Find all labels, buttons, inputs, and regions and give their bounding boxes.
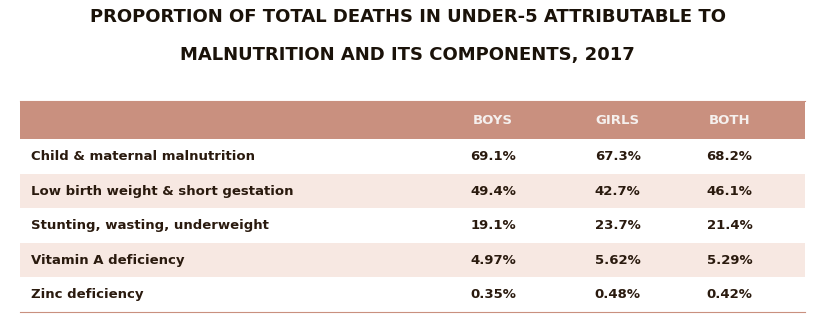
Text: Zinc deficiency: Zinc deficiency: [31, 288, 143, 301]
Text: MALNUTRITION AND ITS COMPONENTS, 2017: MALNUTRITION AND ITS COMPONENTS, 2017: [180, 46, 635, 64]
Text: 21.4%: 21.4%: [707, 219, 752, 232]
Text: 46.1%: 46.1%: [707, 185, 752, 197]
Text: 69.1%: 69.1%: [470, 150, 516, 163]
Text: Vitamin A deficiency: Vitamin A deficiency: [31, 254, 184, 267]
Text: 0.42%: 0.42%: [707, 288, 752, 301]
Text: 67.3%: 67.3%: [595, 150, 641, 163]
Text: 0.35%: 0.35%: [470, 288, 516, 301]
Text: 5.29%: 5.29%: [707, 254, 752, 267]
Text: Stunting, wasting, underweight: Stunting, wasting, underweight: [31, 219, 269, 232]
Text: 19.1%: 19.1%: [470, 219, 516, 232]
Text: Child & maternal malnutrition: Child & maternal malnutrition: [31, 150, 255, 163]
Text: 23.7%: 23.7%: [595, 219, 641, 232]
Text: Low birth weight & short gestation: Low birth weight & short gestation: [31, 185, 293, 197]
Text: 42.7%: 42.7%: [595, 185, 641, 197]
Text: 49.4%: 49.4%: [470, 185, 516, 197]
Text: 68.2%: 68.2%: [707, 150, 752, 163]
Text: 5.62%: 5.62%: [595, 254, 641, 267]
Text: 0.48%: 0.48%: [595, 288, 641, 301]
Text: BOYS: BOYS: [473, 114, 513, 126]
Text: GIRLS: GIRLS: [596, 114, 640, 126]
Text: PROPORTION OF TOTAL DEATHS IN UNDER-5 ATTRIBUTABLE TO: PROPORTION OF TOTAL DEATHS IN UNDER-5 AT…: [90, 8, 725, 26]
Text: 4.97%: 4.97%: [470, 254, 516, 267]
Text: BOTH: BOTH: [708, 114, 751, 126]
